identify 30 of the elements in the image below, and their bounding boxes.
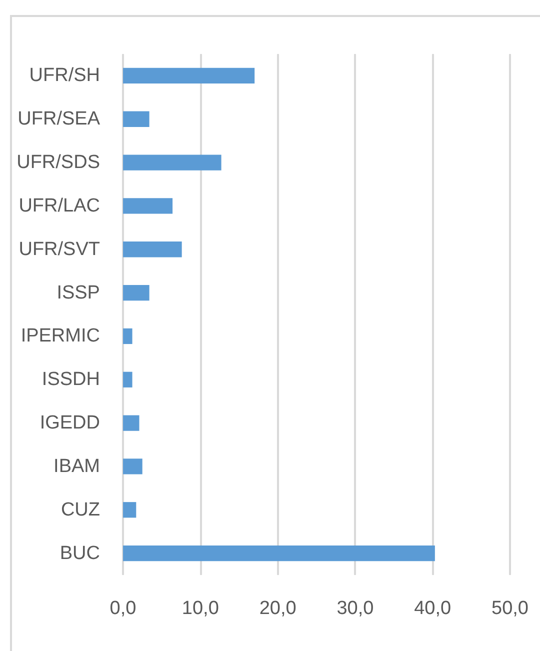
y-tick-label: UFR/SDS bbox=[16, 152, 100, 174]
bar bbox=[123, 502, 136, 518]
bar bbox=[123, 198, 173, 214]
y-tick-label: IPERMIC bbox=[20, 326, 100, 347]
x-tick-label: 40,0 bbox=[414, 598, 452, 619]
bar bbox=[123, 154, 222, 170]
y-tick-label: ISSP bbox=[56, 282, 100, 304]
y-tick-label: UFR/SEA bbox=[18, 108, 100, 130]
y-tick-label: UFR/SVT bbox=[18, 238, 100, 260]
y-tick-label: BUC bbox=[60, 542, 100, 564]
x-tick-label: 30,0 bbox=[336, 598, 374, 619]
bar bbox=[123, 545, 435, 562]
x-tick-label: 0,0 bbox=[110, 598, 136, 619]
y-tick-label: UFR/LAC bbox=[18, 195, 100, 216]
bar bbox=[123, 415, 140, 431]
y-tick-label: IGEDD bbox=[40, 412, 100, 434]
x-tick-label: 10,0 bbox=[182, 598, 219, 619]
bar bbox=[123, 284, 150, 301]
y-tick-label: CUZ bbox=[60, 499, 100, 520]
bar bbox=[123, 68, 255, 84]
bar bbox=[123, 111, 150, 127]
bar bbox=[123, 328, 132, 344]
bar bbox=[123, 458, 142, 474]
bar bbox=[123, 372, 132, 388]
x-tick-label: 50,0 bbox=[492, 598, 528, 619]
x-tick-label: 20,0 bbox=[259, 598, 296, 619]
y-tick-label: ISSDH bbox=[42, 369, 100, 390]
y-tick-label: UFR/SH bbox=[29, 65, 100, 86]
y-tick-label: IBAM bbox=[54, 456, 100, 477]
bar bbox=[123, 242, 182, 258]
